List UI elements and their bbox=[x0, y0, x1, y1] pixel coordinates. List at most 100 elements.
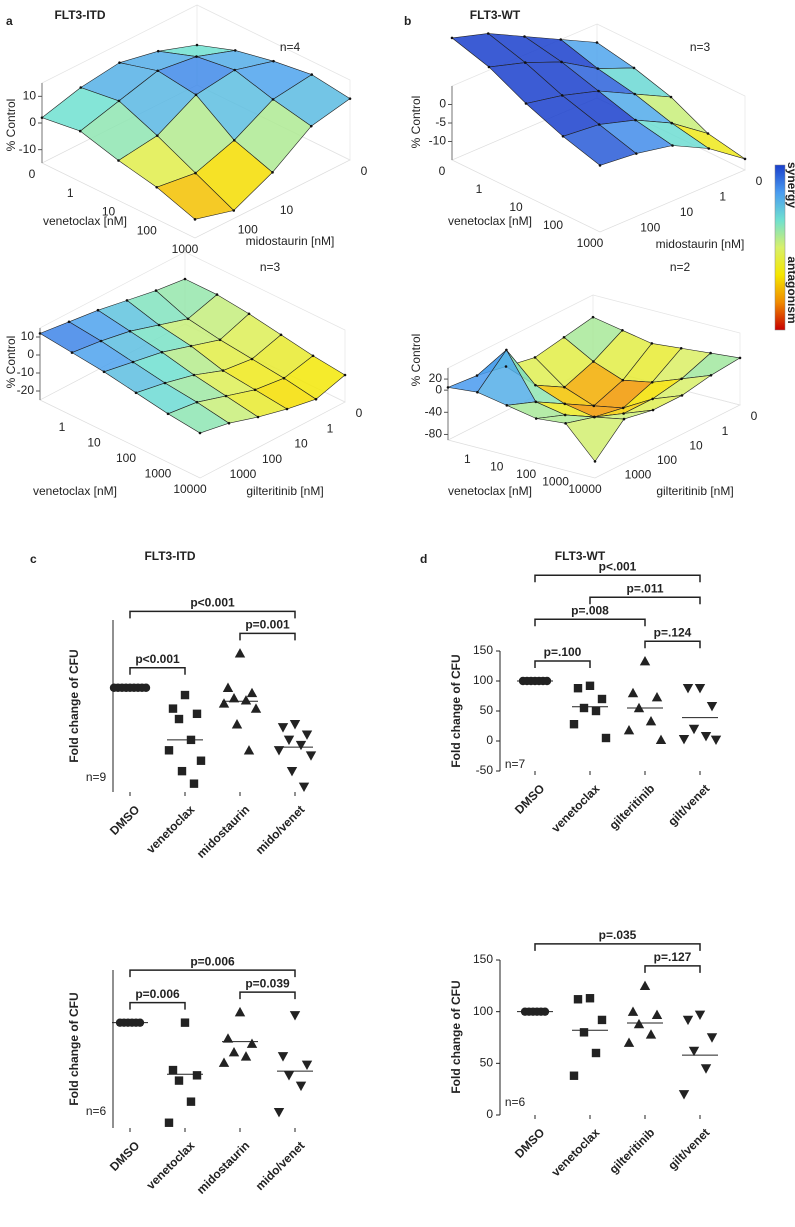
data-point bbox=[579, 1028, 589, 1037]
data-point bbox=[623, 1037, 635, 1047]
y-tick-label: 0 bbox=[751, 409, 758, 423]
y-tick-label: 50 bbox=[480, 1056, 494, 1070]
z-tick-label: 0 bbox=[435, 382, 442, 396]
data-point bbox=[706, 702, 718, 712]
data-point bbox=[700, 732, 712, 742]
surface-vertex bbox=[622, 412, 625, 415]
p-value: p=.100 bbox=[544, 645, 582, 659]
surface-vertex bbox=[247, 312, 251, 316]
surface-vertex bbox=[310, 73, 314, 76]
x-tick-label: 1 bbox=[476, 182, 483, 196]
surface-vertex bbox=[505, 404, 509, 407]
surface-vertex bbox=[233, 68, 237, 72]
data-point bbox=[228, 1046, 240, 1057]
surface-vertex bbox=[534, 383, 537, 387]
data-point bbox=[573, 684, 583, 693]
data-point bbox=[301, 730, 313, 740]
surface-vertex bbox=[155, 134, 159, 137]
data-point bbox=[222, 682, 234, 692]
z-tick-label: -80 bbox=[425, 427, 443, 441]
surface-vertex bbox=[475, 374, 479, 377]
x-tick-label: 10 bbox=[102, 205, 116, 219]
data-point bbox=[639, 656, 651, 666]
surface-vertex bbox=[348, 97, 352, 100]
surface-vertex bbox=[592, 404, 596, 408]
data-point bbox=[591, 706, 601, 716]
surface-vertex bbox=[227, 421, 231, 425]
surface-vertex bbox=[706, 132, 710, 135]
surface-vertex bbox=[559, 38, 563, 41]
data-point bbox=[277, 723, 289, 733]
data-point bbox=[706, 1033, 718, 1043]
data-point bbox=[196, 756, 206, 765]
x-tick-label: gilt/venet bbox=[665, 781, 712, 828]
y-tick-label: 1 bbox=[327, 421, 334, 435]
data-point bbox=[645, 1029, 657, 1039]
surface-vertex bbox=[131, 360, 135, 364]
surface-vertex bbox=[309, 124, 313, 128]
data-point bbox=[168, 1065, 178, 1075]
surface-vertex bbox=[651, 408, 655, 412]
surface-vertex bbox=[272, 59, 275, 63]
significance-bracket bbox=[534, 618, 646, 627]
significance-bracket bbox=[239, 632, 296, 641]
data-point bbox=[174, 714, 184, 724]
surface-vertex bbox=[117, 99, 121, 103]
y-tick-label: 0 bbox=[356, 406, 363, 420]
surface-vertex bbox=[195, 400, 199, 404]
data-point bbox=[682, 684, 694, 694]
sample-size: n=3 bbox=[260, 260, 281, 274]
surface-vertex bbox=[96, 308, 100, 312]
surface-vertex bbox=[125, 299, 129, 302]
surface-vertex bbox=[650, 380, 654, 384]
significance-bracket bbox=[644, 640, 701, 649]
y-tick-label: 100 bbox=[238, 223, 258, 237]
data-point bbox=[164, 1118, 174, 1127]
x-axis-label: venetoclax [nM] bbox=[43, 214, 127, 228]
surface-vertex bbox=[118, 61, 121, 64]
z-tick-label: 0 bbox=[439, 97, 446, 111]
data-point bbox=[627, 1006, 639, 1016]
surface-vertex bbox=[198, 431, 202, 435]
x-tick-label: 0 bbox=[439, 164, 446, 178]
data-point bbox=[180, 690, 190, 700]
surface-vertex bbox=[343, 373, 347, 377]
surface-vertex bbox=[707, 147, 711, 150]
x-tick-label: 100 bbox=[137, 223, 157, 237]
y-tick-label: 100 bbox=[473, 1004, 493, 1018]
data-point bbox=[579, 703, 589, 713]
surface-vertex bbox=[505, 348, 508, 352]
surface-vertex bbox=[597, 89, 600, 93]
surface-vertex bbox=[163, 381, 167, 385]
surface-vertex bbox=[314, 397, 318, 401]
z-tick-label: -10 bbox=[19, 142, 37, 156]
data-point bbox=[250, 703, 262, 713]
surface-vertex bbox=[633, 92, 637, 96]
surface-vertex bbox=[195, 55, 198, 58]
surface-vertex bbox=[70, 351, 74, 354]
surface-vertex bbox=[622, 417, 626, 421]
sample-size: n=2 bbox=[670, 260, 691, 274]
p-value: p=.011 bbox=[626, 581, 663, 595]
y-tick-label: -50 bbox=[476, 763, 494, 777]
surface-vertex bbox=[563, 413, 567, 417]
p-value: p=0.001 bbox=[245, 618, 290, 632]
y-tick-label: 1 bbox=[722, 424, 729, 438]
surface-vertex bbox=[450, 36, 454, 40]
y-axis-label: Fold change of CFU bbox=[449, 654, 463, 767]
y-tick-label: 10 bbox=[280, 203, 294, 217]
x-tick-label: 10000 bbox=[568, 482, 602, 496]
data-point bbox=[168, 704, 178, 713]
surface-vertex bbox=[680, 377, 683, 381]
surface-vertex bbox=[621, 328, 624, 332]
surface-vertex bbox=[232, 209, 236, 212]
p-value: p=0.006 bbox=[190, 954, 235, 968]
data-point bbox=[639, 980, 651, 991]
x-tick-label: 1000 bbox=[542, 475, 569, 489]
x-tick-label: DMSO bbox=[512, 1125, 547, 1160]
x-tick-label: 10000 bbox=[173, 482, 207, 496]
surface-vertex bbox=[156, 49, 160, 53]
z-tick-label: 0 bbox=[29, 115, 36, 129]
data-point bbox=[700, 1064, 712, 1074]
data-point bbox=[633, 1018, 645, 1029]
